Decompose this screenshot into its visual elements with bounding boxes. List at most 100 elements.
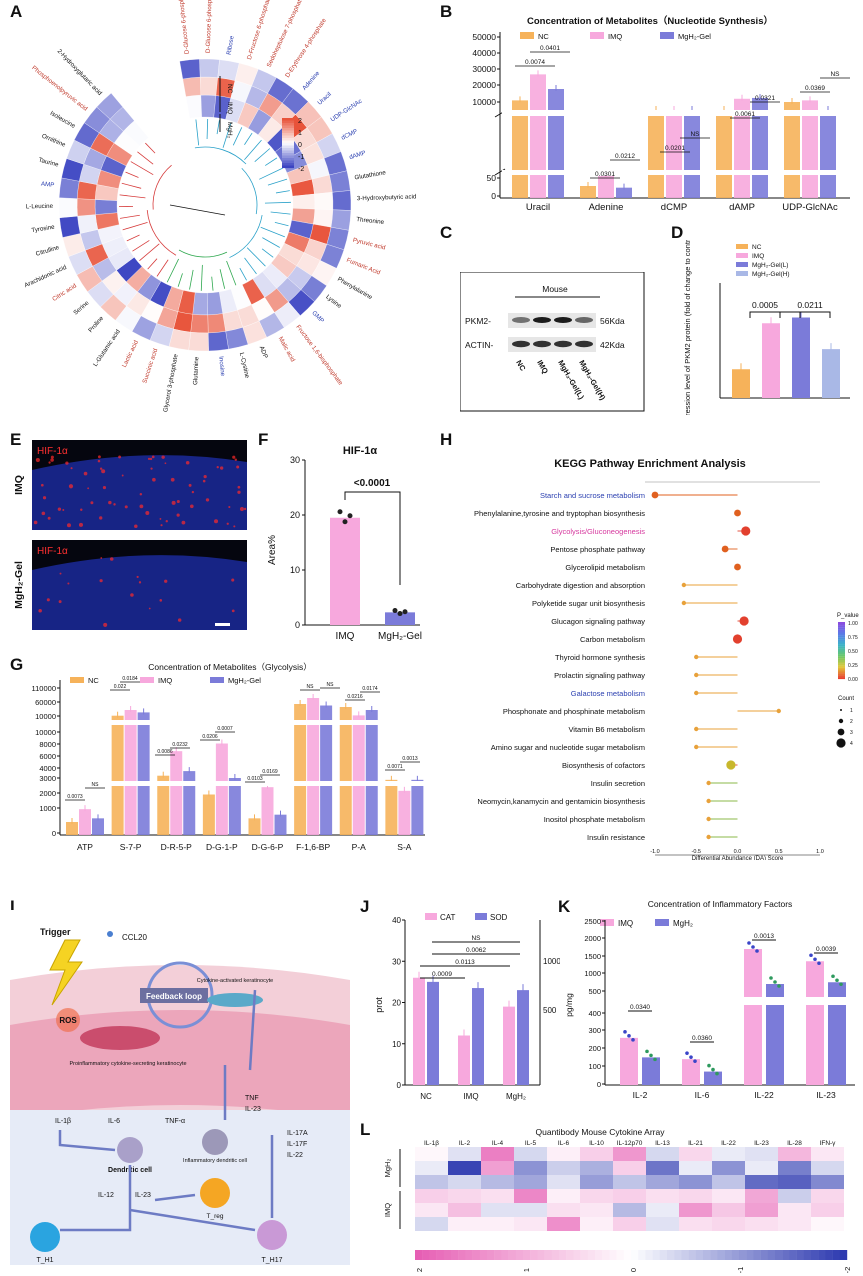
bar [766,984,784,1085]
pathway-arrow [60,1165,132,1232]
legend-label: MgH₂-Gel [678,32,711,41]
y-axis-title: Area% [267,535,278,565]
metabolite-label: Ornithine [41,133,67,149]
legend-swatch [530,1250,538,1260]
legend-swatch [451,1250,459,1260]
legend-swatch [140,677,154,683]
hif-signal [38,608,42,613]
metabolite-label: Fructose 1,6-bisphosphate [294,324,344,387]
ccl20-label: CCL20 [122,933,147,942]
legend-swatch [681,1250,689,1260]
lollipop-point [694,726,699,732]
data-point [653,1057,657,1062]
data-point [809,953,813,958]
sig-label: 0.0212 [615,153,635,160]
legend-swatch [652,1250,660,1260]
stain-label: HIF-1α [37,546,68,557]
bar [137,712,150,835]
legend-label: IMQ [608,32,622,41]
hif-signal [202,479,206,483]
panel-letter-d: D [671,223,684,242]
hif-signal [87,487,90,490]
data-point [711,1067,715,1072]
legend-swatch [695,1250,704,1260]
legend-swatch [660,32,674,39]
trigger-label: Trigger [40,927,71,937]
heatmap-cell [179,58,201,80]
legend-swatch [782,1250,790,1260]
metabolite-label: Glutathione [354,169,387,181]
x-tick-label: NC [420,1092,432,1101]
bar [822,349,840,398]
heatmap-cell [679,1147,712,1161]
dendrogram-branch [232,127,243,146]
heatmap-cell [811,1175,844,1189]
bar [806,961,824,1085]
th1-cell [30,1222,60,1252]
bar [530,74,546,198]
il6-label: IL-6 [108,1118,120,1125]
legend-tick: 1 [298,130,302,137]
y-tick: 110000 [32,684,56,693]
legend-swatch [508,1250,516,1260]
heatmap-cell [59,215,81,238]
metabolite-label: Glutamine [192,356,200,385]
metabolite-label: GMP [310,310,325,325]
hif-signal [159,517,162,520]
dendrogram-branch [264,201,291,204]
legend-swatch [803,1250,812,1260]
heatmap-cell [415,1147,448,1161]
y-tick: 200 [588,1044,601,1053]
legend-swatch [595,1250,603,1260]
panel-letter-g: G [10,655,24,674]
data-point [693,1059,697,1063]
panel-i-diagram: Trigger CCL20 ROS Feedback loop Cytokine-act… [10,910,350,1265]
pathway-arrow [58,1130,116,1152]
heatmap-cell [448,1189,481,1203]
dendrogram-branch [200,264,203,291]
y-tick: 0 [597,1080,601,1089]
dendrogram-branch [125,171,139,178]
panel-letter-l: L [360,1120,371,1139]
hif-signal [100,557,103,559]
colorbar-tick: 1.00 [848,621,858,627]
legend-swatch [458,1250,466,1260]
heatmap-cell [514,1175,547,1189]
blot-strip [508,313,596,328]
legend-swatch [631,1250,639,1260]
heatmap-cell [712,1217,745,1231]
data-point [769,976,773,980]
bar [517,990,529,1085]
colorbar-swatch [838,648,845,651]
chart-title: KEGG Pathway Enrichment Analysis [554,458,746,470]
sig-label: NS [92,782,100,788]
legend-swatch [282,118,294,121]
sig-label: 0.0301 [595,171,615,178]
heatmap-cell [292,193,316,210]
hif-signal [35,457,40,463]
panel-g-chart: Concentration of Metabolites（Glycolysis）… [32,662,427,852]
hif-signal [99,467,103,470]
colorbar-tick: 0.00 [848,677,858,683]
x-tick-label: IL-2 [633,1090,648,1100]
panel-letter-f: F [258,430,269,449]
dendrogram-branch [267,178,288,186]
legend-swatch [282,128,294,131]
heatmap-cell [778,1147,811,1161]
heatmap-cell [679,1161,712,1175]
data-point [813,957,817,962]
x-tick-label: IMQ [463,1092,478,1101]
hif-signal [67,582,70,585]
hif-signal [226,522,229,525]
bar [744,949,762,1085]
pathway-label: Carbohydrate digestion and absorption [516,581,645,590]
y-tick: 6000 [39,752,56,761]
legend-swatch [796,1250,804,1260]
bar [92,818,104,835]
il1b-label: IL-1β [55,1118,71,1125]
dendrogram-branch [132,240,150,252]
heatmap-cell [712,1189,745,1203]
metabolite-label: Lactic acid [121,339,140,369]
pathway-label: Phosphonate and phosphinate metabolism [503,707,645,716]
sig-label: 0.0216 [347,694,363,700]
